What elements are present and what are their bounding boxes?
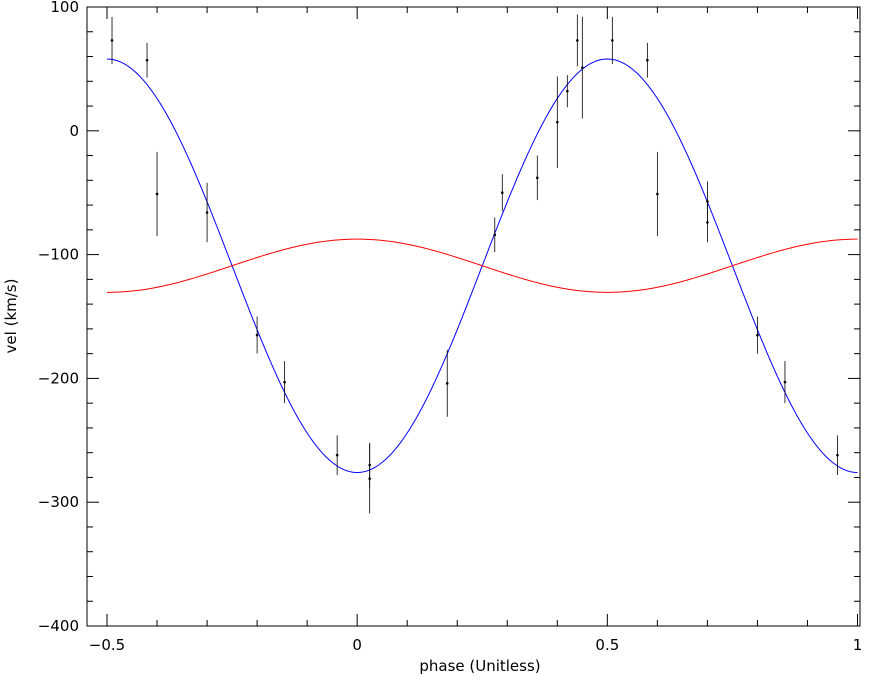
data-point [155,192,159,196]
data-point [836,453,839,457]
data-point [255,333,259,337]
y-tick-label: −400 [38,617,79,635]
data-point [500,191,504,194]
x-tick-label: −0.5 [89,636,125,654]
data-point [535,176,539,180]
data-point [656,192,659,196]
data-point [756,333,759,337]
data-point [783,380,787,384]
axis-ticks [87,6,860,627]
x-tick-label: 0 [352,636,362,654]
data-point [110,39,114,42]
data-point [576,39,579,42]
data-point [706,200,709,203]
data-point [646,58,649,62]
data-point [205,211,209,214]
model-curve [107,238,858,293]
data-point [556,120,559,124]
y-tick-label: −200 [38,369,79,387]
plot-frame [86,6,861,627]
y-tick-label: −100 [38,246,79,264]
data-points [110,14,839,514]
data-point [493,233,497,237]
data-point [566,89,569,93]
tick-labels: −0.5 0 0.5 1 −400 −300 −200 −100 0 100 [38,0,862,654]
data-point [145,58,149,62]
data-point [368,463,371,467]
y-tick-label: 0 [69,122,79,140]
x-tick-label: 1 [853,636,863,654]
y-tick-label: −300 [38,493,79,511]
data-point [706,221,709,224]
data-point [335,453,339,457]
model-curves [106,58,858,473]
y-tick-label: 100 [50,0,79,16]
y-axis-label: vel (km/s) [2,279,20,354]
x-tick-label: 0.5 [595,636,619,654]
data-point [283,380,286,384]
x-axis-label: phase (Unitless) [419,657,540,675]
data-point [611,39,614,42]
data-point [445,382,449,385]
data-point [581,66,584,69]
